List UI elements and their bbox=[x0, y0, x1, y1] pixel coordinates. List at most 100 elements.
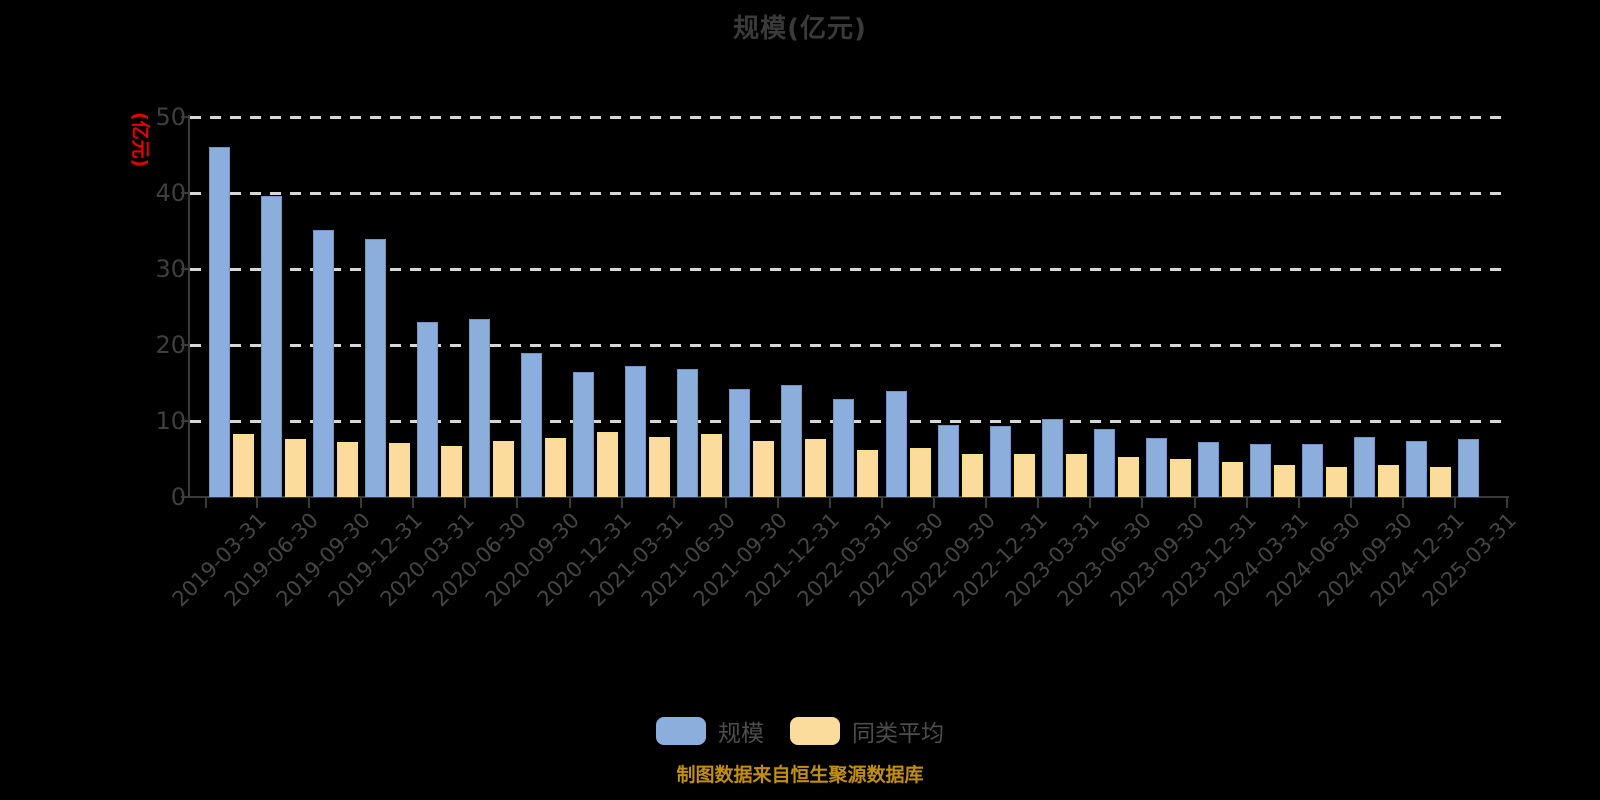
x-axis-tick bbox=[724, 498, 727, 508]
bar-scale bbox=[1458, 439, 1480, 497]
bar-average bbox=[336, 442, 358, 497]
chart-column bbox=[622, 117, 674, 497]
x-axis-tick bbox=[1349, 498, 1352, 508]
bar-average bbox=[805, 439, 827, 497]
bar-scale bbox=[885, 390, 907, 497]
x-axis-tick bbox=[776, 498, 779, 508]
y-axis-tick bbox=[181, 268, 190, 270]
bar-scale bbox=[521, 353, 542, 497]
bar-scale bbox=[729, 389, 751, 497]
y-axis-tick bbox=[181, 420, 190, 422]
bar-scale bbox=[833, 398, 855, 497]
y-axis-line bbox=[188, 115, 190, 498]
chart-column bbox=[1194, 117, 1246, 497]
y-axis-tick bbox=[181, 344, 190, 346]
y-axis-label: 20 bbox=[155, 331, 186, 359]
bar-average bbox=[701, 433, 723, 497]
legend-item-average[interactable]: 同类平均 bbox=[790, 714, 944, 748]
bar-average bbox=[1117, 457, 1139, 497]
x-axis-tick bbox=[828, 498, 831, 508]
plot-area bbox=[181, 116, 1509, 508]
x-axis-line bbox=[187, 496, 1509, 498]
bar-scale bbox=[1250, 443, 1272, 497]
bar-scale bbox=[260, 196, 282, 497]
x-axis-tick bbox=[1037, 498, 1040, 508]
bar-scale bbox=[677, 369, 699, 497]
bar-columns bbox=[205, 117, 1507, 497]
x-axis-tick bbox=[516, 498, 519, 508]
y-axis-label: 30 bbox=[155, 255, 186, 283]
bar-average bbox=[597, 431, 619, 497]
chart-column bbox=[1090, 117, 1142, 497]
bar-average bbox=[1169, 459, 1191, 497]
chart-column bbox=[1351, 117, 1403, 497]
chart-column bbox=[1455, 117, 1507, 497]
y-axis-label: 0 bbox=[170, 483, 186, 511]
chart-column bbox=[830, 117, 882, 497]
y-axis-tick bbox=[181, 192, 190, 194]
y-axis-label: 10 bbox=[155, 407, 186, 435]
chart-column bbox=[934, 117, 986, 497]
bar-average bbox=[1430, 467, 1452, 497]
legend-label-average: 同类平均 bbox=[852, 721, 944, 747]
legend-item-scale[interactable]: 规模 bbox=[656, 714, 764, 748]
bar-scale bbox=[1406, 440, 1428, 497]
chart-column bbox=[1247, 117, 1299, 497]
scale-swatch-icon bbox=[656, 717, 706, 745]
bar-scale bbox=[1354, 436, 1376, 497]
bar-scale bbox=[989, 425, 1011, 497]
gridline bbox=[190, 268, 1509, 271]
bar-average bbox=[961, 453, 983, 497]
x-axis-tick bbox=[256, 498, 259, 508]
chart-column bbox=[465, 117, 517, 497]
bar-average bbox=[545, 438, 566, 497]
bar-scale bbox=[312, 230, 334, 497]
bar-scale bbox=[364, 238, 386, 497]
chart-column bbox=[674, 117, 726, 497]
bar-average bbox=[284, 439, 306, 497]
chart-column bbox=[1038, 117, 1090, 497]
bar-scale bbox=[625, 366, 647, 497]
bar-average bbox=[232, 433, 254, 497]
chart-column bbox=[205, 117, 257, 497]
legend-label-scale: 规模 bbox=[718, 721, 764, 747]
x-axis-tick bbox=[464, 498, 467, 508]
average-swatch-icon bbox=[790, 717, 840, 745]
x-axis-tick bbox=[1089, 498, 1092, 508]
x-axis-tick bbox=[412, 498, 415, 508]
gridline bbox=[190, 192, 1509, 195]
bar-scale bbox=[1302, 443, 1324, 497]
bar-scale bbox=[208, 147, 230, 497]
x-axis-tick bbox=[1506, 498, 1508, 508]
bar-scale bbox=[1145, 438, 1167, 497]
bar-average bbox=[388, 443, 410, 497]
chart-column bbox=[986, 117, 1038, 497]
bar-scale bbox=[573, 371, 595, 497]
bar-average bbox=[1326, 466, 1348, 497]
x-axis-tick bbox=[881, 498, 884, 508]
x-axis-tick bbox=[620, 498, 623, 508]
legend: 规模 同类平均 bbox=[0, 714, 1600, 748]
bar-average bbox=[1378, 465, 1400, 497]
chart-column bbox=[882, 117, 934, 497]
bar-scale bbox=[1041, 419, 1063, 497]
y-axis-tick bbox=[181, 496, 190, 498]
x-axis-tick bbox=[933, 498, 936, 508]
x-axis-tick bbox=[205, 498, 207, 508]
bar-average bbox=[1065, 454, 1087, 497]
x-axis-tick bbox=[1141, 498, 1144, 508]
x-axis-tick bbox=[308, 498, 311, 508]
chart-column bbox=[778, 117, 830, 497]
bar-average bbox=[440, 446, 462, 497]
y-axis-label: 40 bbox=[155, 179, 186, 207]
chart-column bbox=[570, 117, 622, 497]
x-axis-tick bbox=[985, 498, 988, 508]
x-axis-tick bbox=[1297, 498, 1300, 508]
bar-average bbox=[753, 440, 775, 497]
y-axis-label: 50 bbox=[155, 103, 186, 131]
chart-column bbox=[361, 117, 413, 497]
chart-column bbox=[1299, 117, 1351, 497]
y-axis-tick bbox=[181, 116, 190, 118]
bar-average bbox=[1013, 453, 1035, 497]
